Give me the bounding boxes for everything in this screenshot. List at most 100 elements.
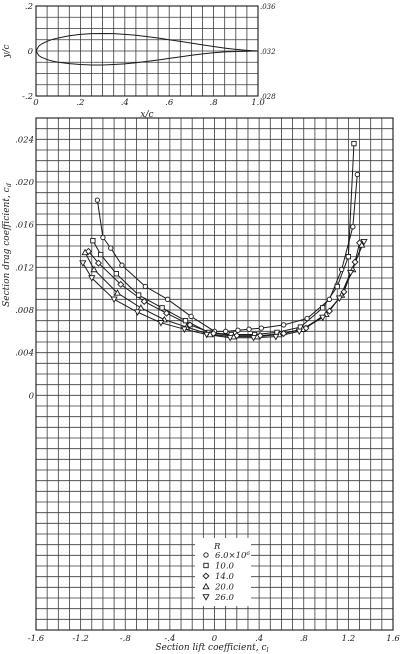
data-point-circle	[258, 325, 265, 331]
polar-x-tick-label: 0	[212, 634, 218, 644]
polar-x-tick-label: .4	[255, 634, 263, 644]
polar-y-tick-label: .020	[15, 178, 35, 188]
data-point-triangle-down	[272, 333, 280, 341]
data-point-circle	[281, 322, 287, 328]
data-point-circle	[339, 266, 345, 273]
airfoil-right-tick-label: .036	[260, 3, 276, 11]
polar-y-tick-label: .016	[15, 221, 35, 231]
data-point-diamond	[84, 247, 92, 255]
data-point-circle	[354, 171, 360, 178]
data-point-circle	[304, 315, 310, 322]
data-point-triangle-up	[137, 304, 145, 311]
data-point-triangle-down	[110, 296, 118, 304]
data-point-triangle-down	[319, 314, 327, 322]
legend-title: R	[213, 542, 221, 552]
data-point-diamond	[117, 280, 125, 288]
data-point-square	[90, 238, 96, 244]
legend-marker-triangle-down	[202, 594, 210, 601]
data-point-diamond	[186, 321, 194, 329]
data-point-triangle-down	[346, 269, 355, 277]
airfoil-x-tick-label: .4	[121, 98, 129, 108]
data-point-diamond	[140, 297, 148, 305]
polar-x-tick-label: .8	[300, 634, 309, 644]
airfoil-y-ticks: .2 0 -.2	[22, 2, 34, 102]
data-point-circle	[164, 296, 171, 302]
data-point-triangle-down	[88, 275, 96, 282]
data-point-triangle-down	[360, 238, 368, 246]
airfoil-x-tick-label: .2	[76, 98, 84, 108]
data-point-square	[182, 318, 189, 324]
data-point-circle	[142, 283, 148, 290]
data-point-diamond	[302, 324, 310, 332]
data-point-square	[113, 271, 119, 277]
airfoil-outline	[35, 32, 259, 66]
data-point-triangle-up	[358, 241, 366, 248]
airfoil-x-tick-label: .6	[165, 98, 174, 108]
polar-y-label-sub: d	[5, 183, 13, 187]
airfoil-x-tick-label: .8	[210, 98, 219, 108]
data-point-triangle-down	[335, 295, 344, 303]
data-point-diamond	[280, 329, 288, 337]
data-point-square	[351, 140, 357, 147]
data-point-triangle-down	[295, 328, 303, 336]
data-point-circle	[326, 296, 333, 302]
data-point-triangle-down	[180, 326, 189, 333]
data-point-circle	[94, 197, 101, 203]
airfoil-right-tick-label: .032	[260, 48, 276, 56]
data-point-circle	[119, 262, 125, 268]
data-point-triangle-down	[157, 320, 165, 327]
airfoil-y-tick-label: 0	[28, 47, 34, 57]
polar-x-tick-label: -1.2	[72, 634, 88, 644]
legend-label: 10.0	[215, 562, 235, 572]
data-point-triangle-up	[81, 248, 89, 256]
polar-y-tick-label: .004	[15, 349, 34, 359]
data-point-triangle-down	[249, 334, 258, 342]
airfoil-right-ticks: .036 .032 .028	[260, 3, 276, 101]
data-point-triangle-up	[113, 289, 122, 296]
polar-y-ticks: .024 .020 .016 .012 .008 .004 0	[15, 135, 35, 401]
airfoil-x-tick-label: 1.0	[251, 98, 265, 108]
polar-y-tick-label: .008	[15, 306, 35, 316]
data-point-circle	[100, 234, 106, 241]
data-point-triangle-down	[203, 331, 211, 339]
polar-series-markers	[79, 140, 368, 342]
data-point-diamond	[94, 259, 102, 267]
data-point-circle	[188, 313, 194, 320]
airfoil-y-tick-label: .2	[25, 2, 33, 12]
legend-marker-square	[203, 562, 209, 569]
data-point-square	[98, 251, 104, 258]
polar-x-tick-label: 1.2	[342, 634, 356, 644]
data-point-diamond	[256, 332, 264, 340]
data-point-circle	[235, 327, 241, 333]
airfoil-x-tick-label: 0	[33, 98, 39, 108]
data-point-square	[135, 292, 142, 298]
data-point-circle	[223, 328, 229, 334]
airfoil-panel: 0.2.4.6.8 1.0 .20-.2 .036.032.028 x/c y/c	[2, 2, 276, 120]
data-point-diamond	[340, 288, 348, 296]
legend-marker-diamond	[202, 572, 210, 580]
legend-marker-circle	[203, 552, 209, 558]
data-point-triangle-up	[90, 265, 98, 273]
polar-x-ticks: -1.6 -1.2 -.8 -.4 0 .4 .8 1.2 1.6	[28, 634, 400, 644]
polar-y-tick-label: .024	[15, 135, 34, 145]
polar-y-tick-label: 0	[29, 391, 35, 401]
data-point-square	[334, 283, 340, 290]
data-point-square	[345, 254, 352, 260]
airfoil-y-label: y/c	[2, 44, 12, 58]
data-point-triangle-down	[79, 260, 87, 267]
legend-label: 26.0	[214, 593, 235, 603]
airfoil-x-label: x/c	[140, 110, 153, 120]
polar-x-label-sub: l	[267, 646, 269, 654]
polar-y-label: Section drag coefficient, cd	[2, 183, 13, 307]
polar-y-label-main: Section drag coefficient, c	[2, 187, 12, 307]
legend-marker-triangle-up	[202, 582, 210, 590]
airfoil-x-ticks: 0 .2 .4 .6 .8 1.0	[33, 98, 265, 108]
data-point-triangle-down	[226, 334, 234, 342]
polar-x-tick-label: -.4	[164, 634, 175, 644]
polar-x-label: Section lift coefficient, cl	[155, 643, 268, 654]
polar-x-tick-label: -.8	[120, 634, 132, 644]
series-line-4	[84, 244, 363, 338]
data-point-diamond	[163, 309, 171, 317]
